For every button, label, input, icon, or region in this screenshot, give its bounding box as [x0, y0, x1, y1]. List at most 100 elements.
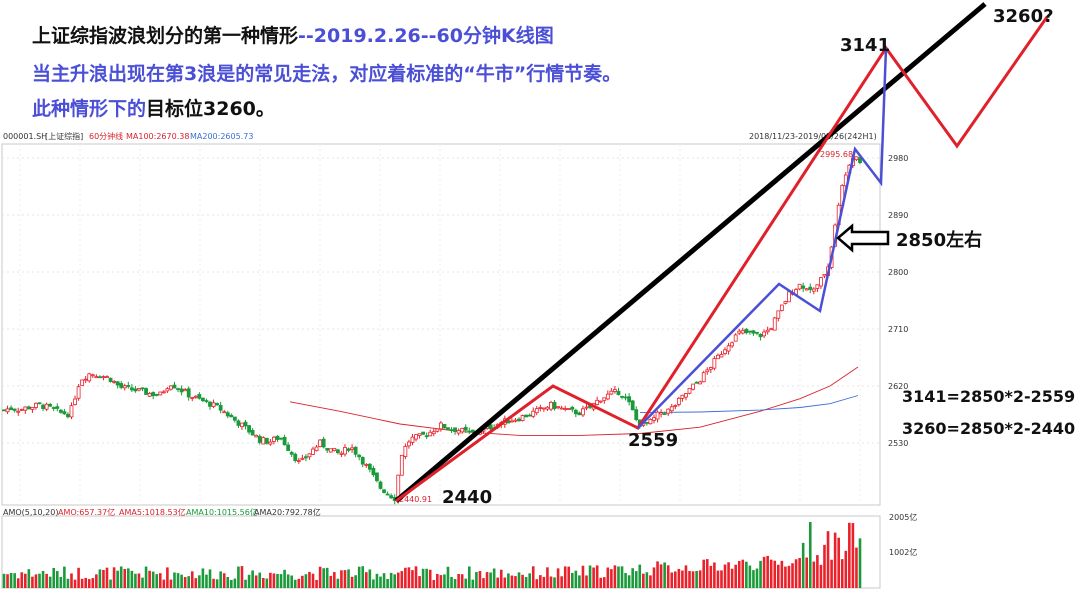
candle-body	[147, 393, 152, 397]
volume-bar	[478, 571, 482, 588]
candle-body	[666, 408, 671, 414]
candle-body	[98, 376, 102, 379]
volume-bar	[293, 579, 297, 588]
volume-bar	[631, 568, 634, 588]
candle-body	[304, 456, 308, 459]
candle-body	[232, 416, 237, 421]
volume-bar	[578, 575, 581, 588]
candle-body	[41, 404, 45, 409]
volume-bar	[343, 570, 347, 588]
candle-body	[204, 400, 209, 402]
candle-body	[129, 387, 134, 391]
candle-body	[719, 354, 724, 358]
volume-bar	[766, 555, 769, 588]
volume-bar	[453, 579, 457, 588]
volume-bar	[240, 566, 244, 588]
candle-body	[488, 424, 493, 430]
volume-bar	[741, 559, 745, 588]
volume-bar	[48, 576, 52, 588]
volume-bar	[52, 567, 56, 588]
candle-body	[19, 408, 24, 411]
candle-body	[9, 407, 14, 411]
volume-bar	[787, 565, 791, 588]
volume-bar	[503, 577, 507, 588]
candle-body	[272, 436, 276, 442]
chart-grid: 2530 2620 2710 2800 2890 2980	[1, 143, 908, 589]
volume-bar	[166, 567, 169, 588]
candle-body	[669, 406, 674, 412]
candle-body	[243, 421, 248, 427]
volume-bar	[499, 569, 503, 588]
volume-bar	[446, 566, 450, 588]
candle-body	[318, 439, 323, 447]
volume-bar	[247, 574, 251, 588]
candle-body	[115, 381, 120, 386]
candle-body	[371, 467, 376, 476]
candle-body	[708, 367, 713, 370]
candle-body	[701, 372, 706, 383]
candle-body	[37, 402, 42, 405]
volume-bar	[663, 562, 666, 588]
volume-bar	[318, 566, 322, 588]
candle-body	[421, 431, 426, 435]
candle-body	[176, 388, 180, 391]
date-range: 2018/11/23-2019/02/26(242H1)	[749, 132, 877, 141]
volume-bar	[826, 531, 830, 588]
volume-bar	[784, 566, 787, 588]
candle-body	[133, 388, 138, 392]
volume-bar	[812, 561, 816, 588]
candle-body	[694, 381, 699, 384]
volume-bar	[450, 576, 453, 588]
candle-body	[740, 330, 745, 334]
volume-bar	[66, 578, 70, 588]
volume-bar	[73, 579, 77, 588]
volume-bar	[304, 574, 308, 588]
label-2850: 2850左右	[896, 229, 982, 251]
volume-bar	[2, 573, 6, 588]
volume-bar	[361, 566, 365, 588]
candle-body	[122, 385, 127, 389]
volume-bar	[98, 569, 102, 588]
volume-bar	[588, 565, 592, 588]
candle-body	[556, 406, 560, 409]
volume-bar	[169, 579, 173, 588]
volume-bar	[194, 578, 198, 588]
candle-body	[737, 330, 742, 334]
candle-body	[541, 407, 546, 410]
volume-bar	[610, 569, 613, 588]
volume-bar	[198, 575, 201, 588]
chart-title: 上证综指波浪划分的第一种情形--2019.2.26--60分钟K线图	[32, 21, 554, 48]
volume-bar	[510, 575, 514, 588]
volume-bar	[475, 572, 478, 588]
candle-body	[510, 420, 514, 423]
candle-body	[581, 408, 585, 416]
candle-body	[819, 277, 823, 287]
volume-bar	[208, 569, 212, 588]
candle-body	[449, 429, 454, 432]
volume-bar	[148, 570, 151, 588]
volume-bar	[716, 570, 720, 588]
candle-body	[58, 409, 63, 413]
candle-body	[769, 328, 774, 331]
volume-bar	[798, 558, 801, 588]
candle-body	[264, 437, 269, 444]
volume-bar	[272, 573, 276, 588]
volume-bar	[183, 577, 187, 588]
candle-body	[662, 413, 667, 415]
volume-bar	[190, 571, 194, 588]
candle-body	[602, 397, 607, 401]
candle-body	[417, 433, 422, 436]
volume-bar	[134, 573, 137, 588]
candle-body	[321, 438, 326, 448]
candle-body	[506, 420, 511, 424]
candle-body	[69, 405, 74, 418]
volume-bar	[201, 568, 205, 588]
candle-body	[158, 391, 163, 396]
candle-body	[247, 425, 251, 433]
candle-body	[360, 457, 365, 465]
volume-bar	[237, 566, 240, 588]
volume-bar	[325, 567, 329, 588]
volume-bar	[837, 537, 840, 588]
volume-bar	[549, 576, 553, 588]
candle-body	[332, 447, 337, 451]
